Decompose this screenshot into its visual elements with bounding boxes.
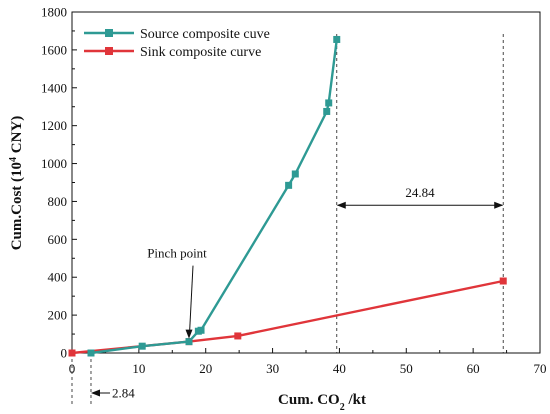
y-axis-title: Cum.Cost (104 CNY) — [8, 116, 26, 251]
annotations: Pinch point 24.84 2.84 — [90, 185, 504, 401]
pinch-point-arrow — [189, 265, 194, 334]
gap-label: 24.84 — [405, 185, 435, 200]
x-tick-label: 60 — [467, 361, 480, 376]
x-tick-label: 50 — [400, 361, 413, 376]
data-point — [68, 349, 76, 357]
y-tick-label: 400 — [48, 270, 68, 285]
y-axis-ticks: 0 200 400 600 800 1000 1200 1400 1600 1800 — [41, 5, 77, 361]
x-tick-label: 10 — [132, 361, 145, 376]
legend-label-source: Source composite cuve — [140, 27, 270, 42]
y-tick-label: 800 — [48, 194, 68, 209]
data-point — [499, 277, 507, 285]
data-point — [197, 326, 205, 334]
y-tick-label: 0 — [61, 346, 68, 361]
reference-lines — [71, 34, 504, 405]
y-tick-label: 600 — [48, 232, 68, 247]
data-point — [325, 99, 333, 107]
min-offset-arrowhead — [90, 389, 100, 397]
data-point — [323, 107, 331, 115]
plot-frame — [71, 11, 541, 354]
x-tick-label: 70 — [534, 361, 547, 376]
data-point — [87, 349, 95, 357]
x-tick-label: 20 — [199, 361, 212, 376]
legend: Source composite cuve Sink composite cur… — [84, 27, 270, 60]
pinch-point-label: Pinch point — [147, 246, 207, 261]
pinch-point-arrowhead — [185, 329, 193, 339]
series-line — [71, 279, 504, 355]
legend-marker-sink — [105, 47, 113, 55]
legend-item-sink: Sink composite curve — [84, 45, 261, 60]
data-point — [185, 338, 193, 346]
data-point — [285, 181, 293, 189]
x-tick-label: 40 — [333, 361, 346, 376]
x-axis-ticks: 0 10 20 30 40 50 60 70 — [69, 348, 547, 376]
data-point — [138, 342, 146, 350]
y-tick-label: 200 — [48, 308, 68, 323]
min-offset-label: 2.84 — [112, 386, 135, 401]
legend-item-source: Source composite cuve — [84, 27, 270, 42]
y-tick-label: 1200 — [41, 118, 67, 133]
data-point — [234, 332, 242, 340]
x-tick-label: 30 — [266, 361, 279, 376]
x-axis-title: Cum. CO2 /kt — [278, 392, 366, 413]
y-tick-label: 1400 — [41, 80, 67, 95]
x-tick-label: 0 — [69, 361, 76, 376]
y-tick-label: 1000 — [41, 156, 67, 171]
data-point — [291, 170, 299, 178]
series-layer — [68, 35, 507, 357]
gap-arrowhead-right — [494, 201, 504, 209]
y-tick-label: 1800 — [41, 5, 67, 20]
legend-label-sink: Sink composite curve — [140, 45, 261, 60]
data-point — [333, 35, 341, 43]
series-line — [90, 39, 338, 355]
legend-marker-source — [105, 29, 113, 37]
y-tick-label: 1600 — [41, 42, 67, 57]
gap-arrowhead-left — [336, 201, 346, 209]
